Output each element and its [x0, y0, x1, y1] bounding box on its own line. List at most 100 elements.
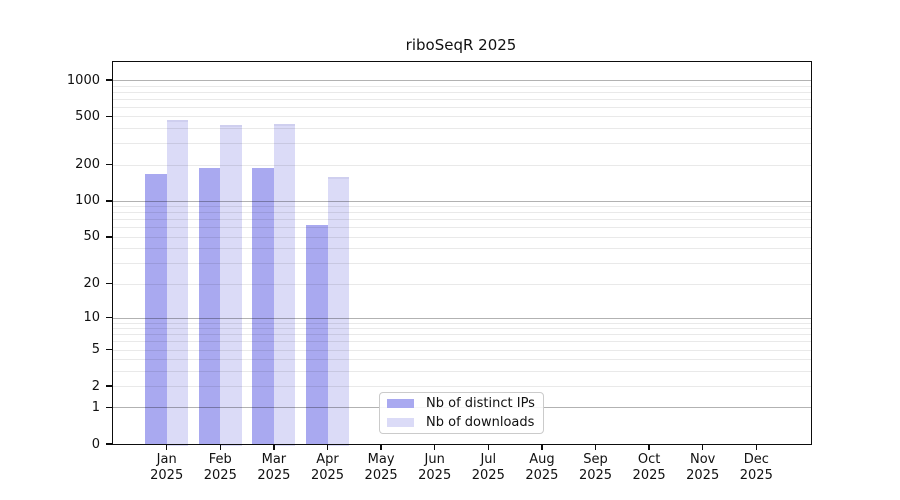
x-tick-month: Nov: [690, 452, 716, 467]
bar-feb-ips: [198, 168, 221, 444]
bar-jan-downloads: [166, 119, 189, 446]
x-tick-mark: [273, 444, 275, 450]
gridline-minor: [113, 227, 811, 229]
x-tick-year: 2025: [525, 468, 559, 483]
y-tick-mark: [106, 316, 113, 319]
gridline-minor: [113, 106, 811, 108]
y-tick-mark: [106, 406, 113, 409]
x-tick-year: 2025: [632, 468, 666, 483]
x-tick-mark: [702, 444, 704, 450]
gridline-minor: [113, 212, 811, 214]
legend-swatch-distinct-ips: [387, 398, 414, 408]
x-tick-month: Sep: [583, 452, 608, 467]
x-tick-year: 2025: [150, 468, 184, 483]
x-tick-month: Jun: [424, 452, 445, 467]
x-tick-mark: [755, 444, 757, 450]
x-tick-label: Oct 2025: [609, 452, 689, 484]
gridline-minor: [113, 219, 811, 221]
grid-overlay: [113, 62, 811, 444]
legend-swatch-downloads: [387, 418, 414, 428]
gridline-minor: [113, 263, 811, 265]
y-tick-mark: [106, 385, 113, 387]
gridline-minor: [113, 334, 811, 336]
x-tick-label: Jun 2025: [395, 452, 475, 484]
y-tick-mark: [106, 115, 113, 118]
y-tick-label: 10: [83, 310, 100, 326]
x-tick-label: Nov 2025: [663, 452, 743, 484]
bar-apr-downloads: [327, 176, 349, 446]
x-tick-month: Apr: [316, 452, 339, 467]
x-tick-year: 2025: [418, 468, 452, 483]
y-tick-label: 20: [83, 276, 100, 292]
gridline-minor: [113, 85, 811, 87]
x-tick-mark: [594, 444, 597, 450]
y-tick-mark: [106, 282, 113, 285]
gridline-minor: [113, 143, 811, 145]
gridline-minor: [113, 322, 811, 324]
legend-item-downloads: Nb of downloads: [380, 415, 543, 432]
y-tick-mark: [106, 79, 113, 81]
gridline-minor: [113, 359, 811, 361]
y-tick-label: 500: [75, 108, 100, 124]
x-tick-label: Apr 2025: [288, 452, 368, 484]
gridline-minor: [113, 98, 811, 100]
x-tick-year: 2025: [364, 468, 398, 483]
y-tick-mark: [106, 443, 113, 445]
chart-title: riboSeqR 2025: [405, 36, 517, 54]
gridline-minor: [113, 283, 811, 285]
y-tick-label: 1: [91, 399, 100, 415]
gridline-minor: [113, 349, 811, 351]
y-tick-mark: [106, 163, 113, 166]
x-tick-label: Feb 2025: [180, 452, 260, 484]
gridline-minor: [113, 128, 811, 130]
x-tick-year: 2025: [739, 468, 773, 483]
gridline-minor: [113, 386, 811, 388]
x-tick-year: 2025: [471, 468, 505, 483]
gridline-minor: [113, 370, 811, 372]
gridline-minor: [113, 164, 811, 166]
y-tick-label: 1000: [66, 72, 100, 88]
bars-layer: [113, 62, 811, 446]
x-tick-label: Sep 2025: [556, 452, 636, 484]
legend-label-downloads: Nb of downloads: [426, 415, 535, 431]
y-tick-label: 50: [83, 229, 100, 245]
y-tick-mark: [106, 348, 113, 351]
gridline-minor: [113, 116, 811, 118]
x-tick-mark: [326, 444, 329, 450]
bar-mar-ips: [252, 168, 274, 444]
x-tick-year: 2025: [257, 468, 291, 483]
x-tick-month: Jul: [480, 452, 497, 467]
y-tick-label: 0: [91, 436, 100, 452]
x-tick-year: 2025: [310, 468, 345, 483]
gridline-major: [113, 317, 811, 319]
x-tick-label: May 2025: [341, 452, 421, 484]
x-tick-year: 2025: [203, 468, 237, 483]
bar-feb-downloads: [220, 125, 242, 446]
x-tick-label: Jul 2025: [448, 452, 528, 484]
x-tick-month: Aug: [529, 452, 555, 467]
y-tick-mark: [106, 200, 113, 202]
x-tick-label: Aug 2025: [502, 452, 582, 484]
gridline-major: [113, 80, 811, 81]
x-tick-mark: [219, 444, 221, 450]
x-tick-label: Jan 2025: [127, 452, 207, 484]
x-tick-mark: [541, 444, 543, 450]
x-tick-month: Mar: [261, 452, 287, 467]
x-tick-month: Jan: [156, 452, 177, 467]
legend-item-distinct-ips: Nb of distinct IPs: [380, 395, 543, 412]
y-tick-label: 200: [75, 157, 100, 173]
x-tick-mark: [380, 444, 382, 450]
gridline-minor: [113, 341, 811, 343]
x-tick-mark: [434, 444, 436, 450]
gridline-major: [113, 200, 811, 202]
y-tick-label: 2: [91, 378, 100, 394]
x-tick-year: 2025: [578, 468, 613, 483]
x-tick-label: Mar 2025: [234, 452, 314, 484]
gridline-minor: [113, 248, 811, 250]
y-tick-label: 5: [91, 342, 100, 358]
gridline-minor: [113, 328, 811, 330]
bar-jan-ips: [145, 173, 167, 444]
x-tick-month: Dec: [743, 452, 769, 467]
bar-mar-downloads: [273, 124, 296, 446]
